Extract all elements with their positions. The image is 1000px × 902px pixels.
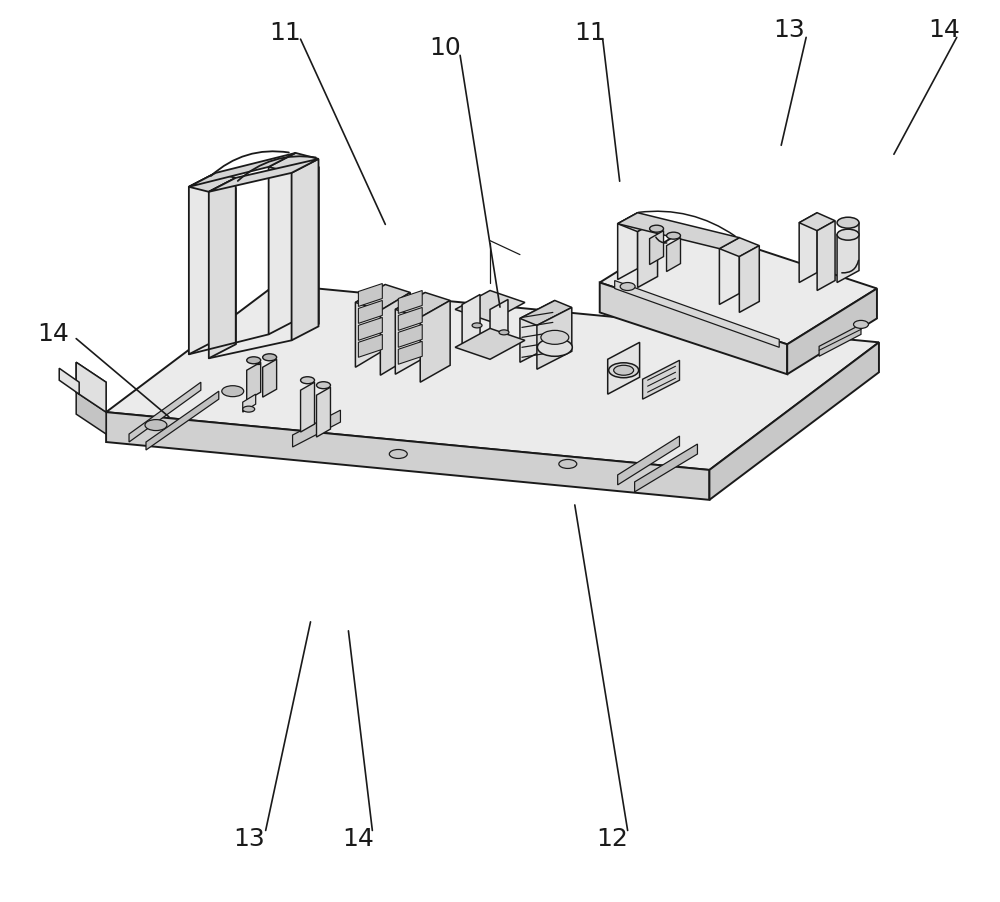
Polygon shape bbox=[292, 159, 319, 340]
Polygon shape bbox=[618, 213, 638, 280]
Text: 10: 10 bbox=[429, 36, 461, 60]
Polygon shape bbox=[537, 308, 572, 369]
Text: 14: 14 bbox=[342, 827, 374, 851]
Polygon shape bbox=[643, 360, 680, 400]
Ellipse shape bbox=[472, 323, 482, 328]
Text: 13: 13 bbox=[233, 827, 265, 851]
Polygon shape bbox=[638, 221, 658, 288]
Ellipse shape bbox=[614, 365, 634, 375]
Polygon shape bbox=[209, 159, 319, 192]
Polygon shape bbox=[395, 292, 450, 318]
Polygon shape bbox=[398, 341, 422, 364]
Ellipse shape bbox=[537, 338, 572, 356]
Text: 12: 12 bbox=[597, 827, 629, 851]
Polygon shape bbox=[618, 213, 739, 249]
Polygon shape bbox=[293, 410, 340, 447]
Polygon shape bbox=[819, 325, 861, 356]
Ellipse shape bbox=[499, 330, 509, 335]
Polygon shape bbox=[358, 283, 382, 307]
Ellipse shape bbox=[650, 226, 664, 232]
Ellipse shape bbox=[837, 217, 859, 228]
Polygon shape bbox=[719, 237, 759, 256]
Polygon shape bbox=[317, 387, 330, 437]
Polygon shape bbox=[243, 394, 256, 412]
Polygon shape bbox=[398, 325, 422, 347]
Ellipse shape bbox=[620, 282, 635, 290]
Ellipse shape bbox=[609, 363, 639, 378]
Ellipse shape bbox=[854, 320, 868, 328]
Polygon shape bbox=[269, 153, 296, 335]
Ellipse shape bbox=[559, 459, 577, 468]
Polygon shape bbox=[618, 436, 680, 485]
Polygon shape bbox=[106, 284, 879, 470]
Polygon shape bbox=[600, 226, 877, 345]
Ellipse shape bbox=[222, 386, 244, 397]
Ellipse shape bbox=[145, 419, 167, 430]
Polygon shape bbox=[269, 153, 319, 173]
Text: 11: 11 bbox=[574, 21, 606, 45]
Polygon shape bbox=[490, 299, 508, 353]
Polygon shape bbox=[650, 231, 664, 264]
Text: 14: 14 bbox=[37, 322, 69, 346]
Polygon shape bbox=[799, 213, 835, 231]
Polygon shape bbox=[455, 328, 525, 359]
Polygon shape bbox=[398, 290, 422, 313]
Polygon shape bbox=[358, 318, 382, 340]
Ellipse shape bbox=[389, 449, 407, 458]
Polygon shape bbox=[301, 382, 315, 432]
Polygon shape bbox=[263, 359, 277, 397]
Polygon shape bbox=[420, 300, 450, 382]
Ellipse shape bbox=[541, 330, 569, 345]
Ellipse shape bbox=[837, 229, 859, 240]
Polygon shape bbox=[608, 343, 640, 394]
Polygon shape bbox=[395, 292, 425, 374]
Polygon shape bbox=[520, 300, 572, 326]
Ellipse shape bbox=[317, 382, 330, 389]
Polygon shape bbox=[667, 237, 680, 272]
Text: 14: 14 bbox=[928, 18, 960, 42]
Text: 13: 13 bbox=[773, 18, 805, 42]
Polygon shape bbox=[355, 284, 410, 310]
Ellipse shape bbox=[667, 232, 680, 239]
Ellipse shape bbox=[247, 357, 261, 364]
Polygon shape bbox=[600, 282, 787, 374]
Polygon shape bbox=[787, 289, 877, 374]
Polygon shape bbox=[719, 237, 739, 305]
Polygon shape bbox=[358, 335, 382, 357]
Polygon shape bbox=[355, 284, 385, 367]
Ellipse shape bbox=[243, 406, 255, 412]
Ellipse shape bbox=[301, 377, 315, 383]
Polygon shape bbox=[817, 221, 835, 290]
Polygon shape bbox=[462, 294, 480, 347]
Polygon shape bbox=[189, 173, 216, 354]
Polygon shape bbox=[380, 292, 410, 375]
Polygon shape bbox=[398, 308, 422, 330]
Polygon shape bbox=[799, 213, 817, 282]
Polygon shape bbox=[739, 245, 759, 312]
Polygon shape bbox=[76, 392, 106, 434]
Polygon shape bbox=[455, 290, 525, 321]
Text: 11: 11 bbox=[270, 21, 301, 45]
Polygon shape bbox=[635, 444, 697, 492]
Polygon shape bbox=[247, 363, 261, 400]
Polygon shape bbox=[837, 223, 859, 282]
Polygon shape bbox=[106, 412, 709, 500]
Polygon shape bbox=[709, 343, 879, 500]
Polygon shape bbox=[76, 363, 106, 412]
Polygon shape bbox=[189, 153, 296, 187]
Polygon shape bbox=[618, 213, 658, 232]
Polygon shape bbox=[76, 363, 106, 412]
Polygon shape bbox=[129, 382, 201, 442]
Polygon shape bbox=[59, 368, 79, 394]
Ellipse shape bbox=[263, 354, 277, 361]
Polygon shape bbox=[146, 391, 219, 450]
Polygon shape bbox=[520, 300, 555, 363]
Polygon shape bbox=[189, 173, 236, 192]
Polygon shape bbox=[615, 281, 779, 347]
Polygon shape bbox=[209, 178, 236, 358]
Polygon shape bbox=[358, 300, 382, 324]
